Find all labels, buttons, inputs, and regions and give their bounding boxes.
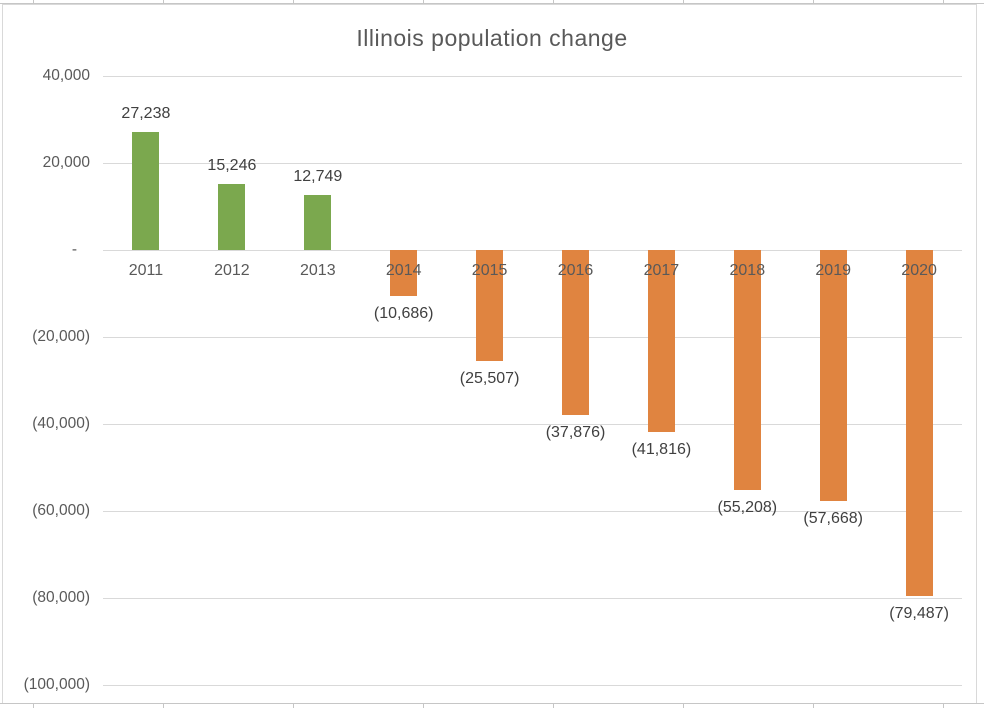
bar-2012[interactable] (218, 184, 246, 250)
sheet-column-border (163, 704, 164, 708)
sheet-column-border (423, 0, 424, 3)
bar-2016[interactable] (562, 250, 589, 415)
sheet-column-border (683, 704, 684, 708)
sheet-row-border (0, 703, 984, 704)
sheet-column-border (813, 0, 814, 3)
sheet-column-border (33, 704, 34, 708)
sheet-column-border (943, 704, 944, 708)
bar-2020[interactable] (905, 250, 933, 596)
sheet-column-border (423, 704, 424, 708)
sheet-column-border (553, 704, 554, 708)
sheet-column-border (813, 704, 814, 708)
sheet-row-border (0, 3, 984, 4)
sheet-column-border (163, 0, 164, 3)
sheet-column-border (553, 0, 554, 3)
bar-2018[interactable] (733, 250, 761, 490)
bar-2015[interactable] (476, 250, 504, 361)
sheet-column-border (33, 0, 34, 3)
bar-2013[interactable] (304, 195, 332, 250)
bar-2014[interactable] (390, 250, 418, 296)
sheet-column-border (943, 0, 944, 3)
sheet-column-border (293, 704, 294, 708)
bar-2017[interactable] (647, 250, 675, 432)
sheet-column-border (293, 0, 294, 3)
sheet-column-border (683, 0, 684, 3)
bar-2019[interactable] (819, 250, 847, 501)
chart-title: Illinois population change (356, 25, 628, 51)
bar-2011[interactable] (132, 132, 160, 250)
